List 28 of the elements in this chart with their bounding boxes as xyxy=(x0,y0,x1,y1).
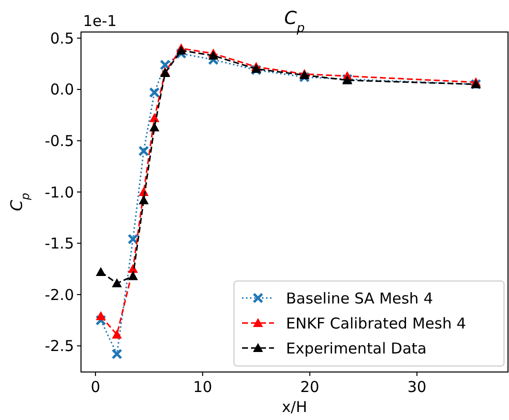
x-tick-label: 10 xyxy=(193,378,212,396)
x-axis-title: x/H xyxy=(282,398,308,416)
y-tick-label: -2.5 xyxy=(44,337,74,356)
point xyxy=(138,195,149,204)
x-tick-label: 20 xyxy=(300,378,320,396)
point xyxy=(96,311,106,320)
point xyxy=(112,349,122,360)
point xyxy=(138,146,149,156)
point xyxy=(128,234,138,244)
point xyxy=(112,330,122,339)
x-tick-label: 30 xyxy=(407,378,426,396)
y-tick-label: -2.0 xyxy=(44,286,74,304)
y-tick-label: 0.0 xyxy=(50,80,74,99)
point xyxy=(149,88,160,98)
y-tick-label: 0.5 xyxy=(50,29,74,48)
text: 1e-1 xyxy=(83,12,117,30)
point xyxy=(128,271,138,280)
y-tick-label: -1.5 xyxy=(44,234,74,253)
point xyxy=(112,278,122,288)
point xyxy=(149,122,160,132)
legend-label: ENKF Calibrated Mesh 4 xyxy=(286,314,466,332)
point xyxy=(96,267,106,276)
point xyxy=(160,60,170,70)
x-tick-label: 0 xyxy=(90,378,100,396)
legend-label: Baseline SA Mesh 4 xyxy=(286,289,433,308)
y-tick-label: -0.5 xyxy=(44,132,74,150)
y-tick-label: -1.0 xyxy=(44,183,74,202)
legend-label: Experimental Data xyxy=(286,339,427,358)
